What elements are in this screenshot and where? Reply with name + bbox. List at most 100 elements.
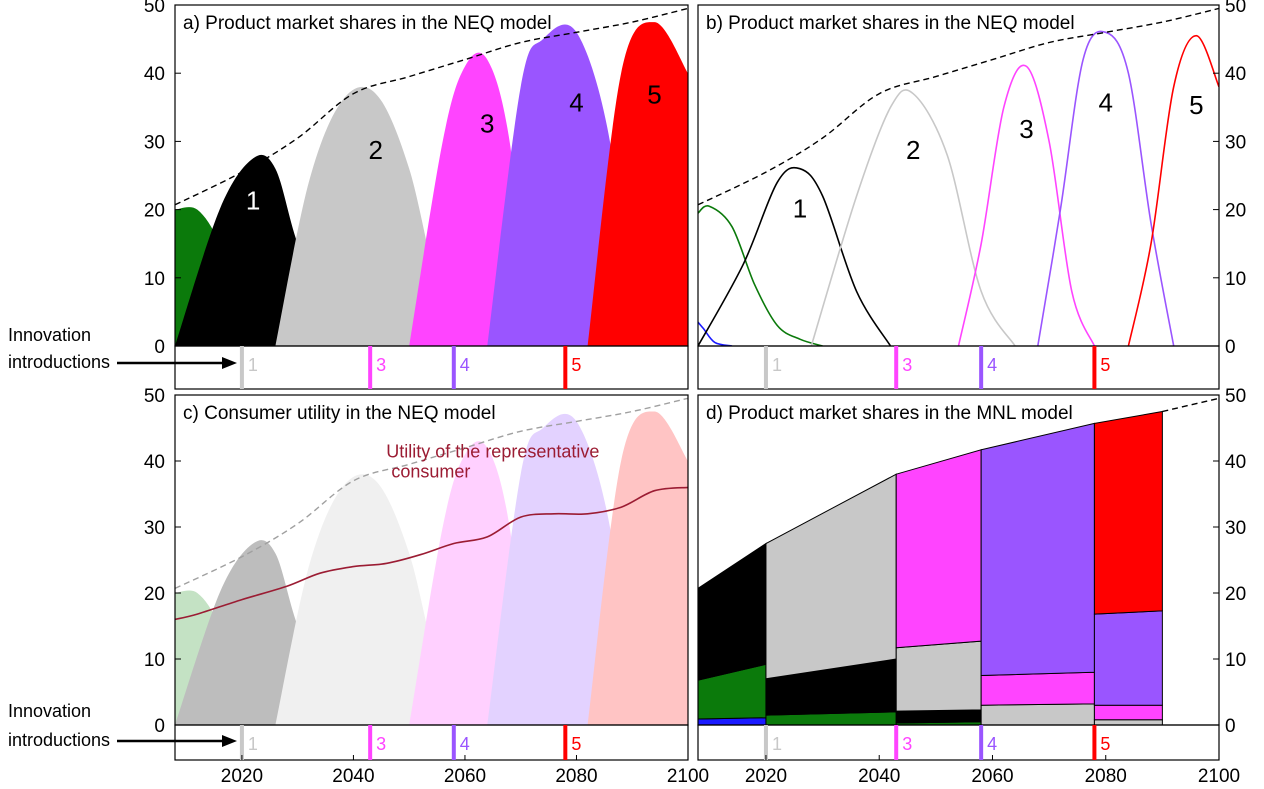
innovation-label: 3	[902, 355, 912, 375]
x-tick-label: 2100	[1198, 766, 1240, 787]
innovation-label: Innovation	[8, 325, 91, 345]
stack-segment	[1093, 610, 1163, 706]
y-tick-label: 10	[1225, 650, 1246, 671]
innovation-strip	[697, 724, 1220, 761]
panel-b: 1 2 3 4 5 b) Product market shares in the NEQ…	[697, 0, 1246, 390]
stack-segment	[698, 542, 767, 681]
series-label: 3	[480, 109, 494, 139]
y-tick-label: 40	[144, 64, 165, 85]
series-label: 1	[793, 194, 807, 224]
innovation-label: introductions	[8, 352, 110, 372]
x-tick-label: 2080	[1085, 766, 1127, 787]
innovation-label: 1	[772, 355, 782, 375]
series-line	[698, 166, 892, 346]
series-line	[1037, 30, 1175, 346]
innovation-label: 1	[248, 734, 258, 754]
y-tick-label: 50	[144, 386, 165, 407]
y-tick-label: 40	[1225, 64, 1246, 85]
utility-annotation: Utility of the representative	[386, 442, 599, 462]
series-line	[810, 89, 1016, 346]
stack-segment	[1093, 410, 1163, 615]
series-line	[957, 64, 1096, 346]
y-tick-label: 20	[1225, 201, 1246, 222]
stack-segment	[980, 671, 1095, 706]
y-tick-label: 50	[1225, 386, 1246, 407]
x-tick-label: 2060	[444, 766, 486, 787]
stack-segment	[1093, 704, 1163, 721]
y-tick-label: 30	[1225, 518, 1246, 539]
y-tick-label: 0	[1225, 337, 1236, 358]
y-tick-label: 10	[144, 269, 165, 290]
innovation-label: 5	[571, 734, 581, 754]
innovation-label: 5	[571, 355, 581, 375]
y-tick-label: 30	[144, 132, 165, 153]
y-tick-label: 10	[144, 650, 165, 671]
innovation-label: introductions	[8, 730, 110, 750]
y-tick-label: 40	[1225, 452, 1246, 473]
x-tick-label: 2020	[745, 766, 787, 787]
plot-area	[175, 7, 688, 346]
x-tick-label: 2100	[667, 766, 709, 787]
plot-area	[698, 397, 1219, 725]
innovation-arrow-head	[222, 357, 237, 369]
series-label: 2	[906, 135, 920, 165]
total-demand-line	[175, 397, 688, 590]
plot-area	[175, 397, 688, 725]
series-area	[487, 24, 633, 346]
series-label: 4	[1099, 87, 1113, 117]
innovation-label: Innovation	[8, 701, 91, 721]
stack-segment	[895, 449, 982, 649]
y-tick-label: 20	[144, 584, 165, 605]
series-label: 3	[1019, 114, 1033, 144]
panel-title: c) Consumer utility in the NEQ model	[183, 403, 496, 424]
innovation-strip	[697, 345, 1220, 390]
innovation-label: 5	[1100, 355, 1110, 375]
stack-segment	[895, 640, 982, 712]
series-line	[1127, 34, 1219, 346]
y-tick-label: 20	[1225, 584, 1246, 605]
y-tick-label: 50	[1225, 0, 1246, 17]
panel-title: a) Product market shares in the NEQ mode…	[183, 13, 552, 34]
series-area	[587, 22, 688, 346]
total-demand-line	[175, 7, 688, 206]
stack-segment	[980, 703, 1095, 725]
innovation-label: 3	[376, 734, 386, 754]
series-area	[487, 413, 633, 725]
utility-line	[175, 486, 688, 621]
y-tick-label: 0	[154, 716, 165, 737]
innovation-strip	[174, 345, 689, 390]
innovation-label: 1	[772, 734, 782, 754]
series-line	[698, 321, 733, 346]
innovation-label: 4	[987, 734, 997, 754]
innovation-label: 3	[902, 734, 912, 754]
stack-segment	[895, 709, 982, 724]
series-label: 4	[569, 87, 583, 117]
innovation-arrow-head	[222, 735, 237, 747]
panel-title: b) Product market shares in the NEQ mode…	[706, 13, 1075, 34]
innovation-label: 5	[1100, 734, 1110, 754]
utility-annotation: consumer	[391, 462, 470, 482]
panel-d: d) Product market shares in the MNL mode…	[697, 386, 1246, 787]
innovation-strip	[174, 724, 689, 761]
series-label: 1	[246, 186, 260, 216]
panel-a: 1 2 3 4 5 a) Product market shares in the NEQ…	[144, 0, 689, 390]
innovation-label: 4	[987, 355, 997, 375]
series-label: 2	[369, 135, 383, 165]
plot-area	[698, 7, 1219, 346]
x-tick-label: 2020	[221, 766, 263, 787]
x-tick-label: 2060	[971, 766, 1013, 787]
y-tick-label: 40	[144, 452, 165, 473]
stack-segment	[980, 422, 1095, 677]
innovation-label: 4	[460, 355, 470, 375]
y-tick-label: 50	[144, 0, 165, 17]
y-tick-label: 20	[144, 201, 165, 222]
x-tick-label: 2040	[332, 766, 374, 787]
y-tick-label: 30	[144, 518, 165, 539]
x-tick-label: 2040	[858, 766, 900, 787]
innovation-label: 3	[376, 355, 386, 375]
series-line	[698, 205, 823, 346]
y-tick-label: 0	[154, 337, 165, 358]
total-demand-line	[1162, 397, 1219, 413]
